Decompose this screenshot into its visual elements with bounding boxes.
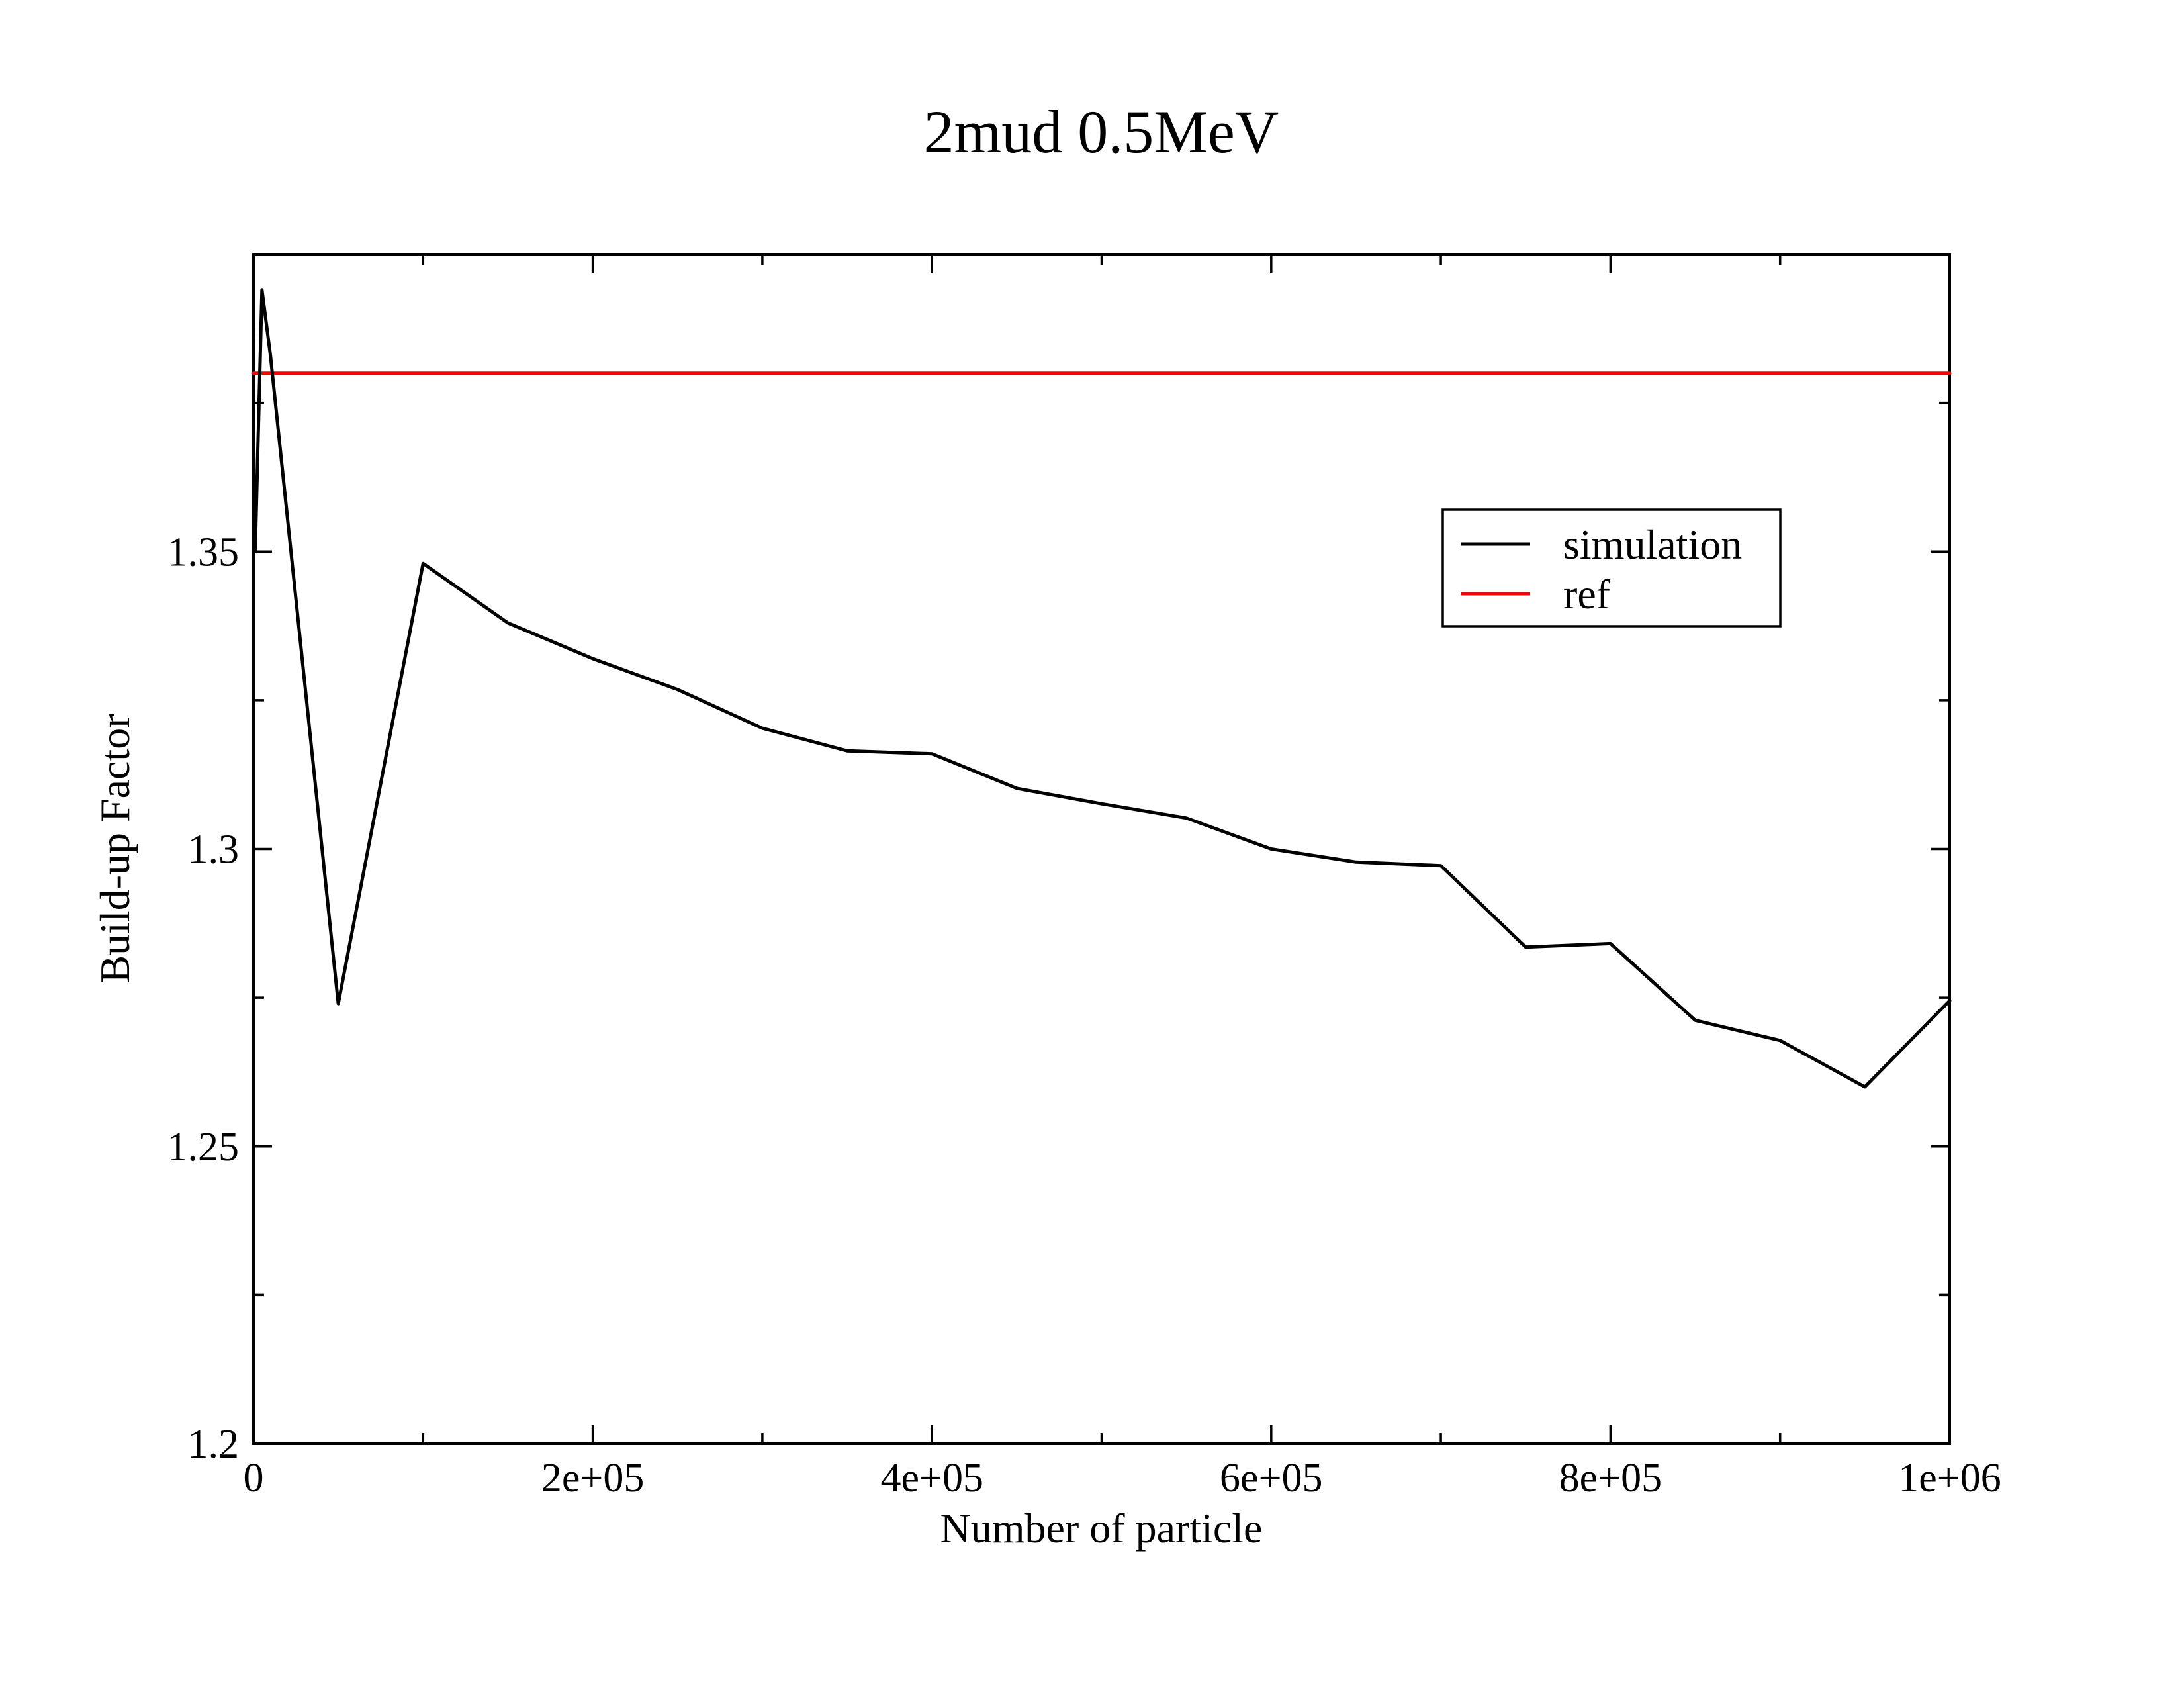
plot-frame — [252, 253, 1951, 1445]
x-tick-label: 1e+06 — [1898, 1456, 2001, 1501]
legend-box — [1441, 508, 1782, 628]
x-tick-label: 6e+05 — [1220, 1456, 1322, 1501]
x-tick-label: 4e+05 — [880, 1456, 983, 1501]
axis-tick-labels: 0 2e+05 4e+05 6e+05 8e+05 1e+06 1.2 1.25 1.3 1.35 — [167, 530, 2001, 1501]
x-axis-label: Number of particle — [940, 1505, 1263, 1552]
x-tick-label: 8e+05 — [1559, 1456, 1662, 1501]
y-tick-label: 1.2 — [188, 1422, 240, 1467]
y-tick-label: 1.25 — [167, 1125, 240, 1170]
y-tick-label: 1.35 — [167, 530, 240, 575]
axis-ticks — [252, 254, 1951, 1445]
y-tick-label: 1.3 — [188, 827, 240, 872]
chart-title: 2mud 0.5MeV — [924, 98, 1279, 165]
x-tick-label: 0 — [244, 1456, 264, 1501]
series-lines — [251, 288, 1952, 1089]
legend-label-ref: ref — [1563, 571, 1611, 618]
series-line-simulation — [253, 288, 1952, 1089]
x-tick-label: 2e+05 — [541, 1456, 644, 1501]
y-axis-label: Build-up Factor — [91, 714, 138, 983]
legend-label-simulation: simulation — [1563, 521, 1742, 568]
